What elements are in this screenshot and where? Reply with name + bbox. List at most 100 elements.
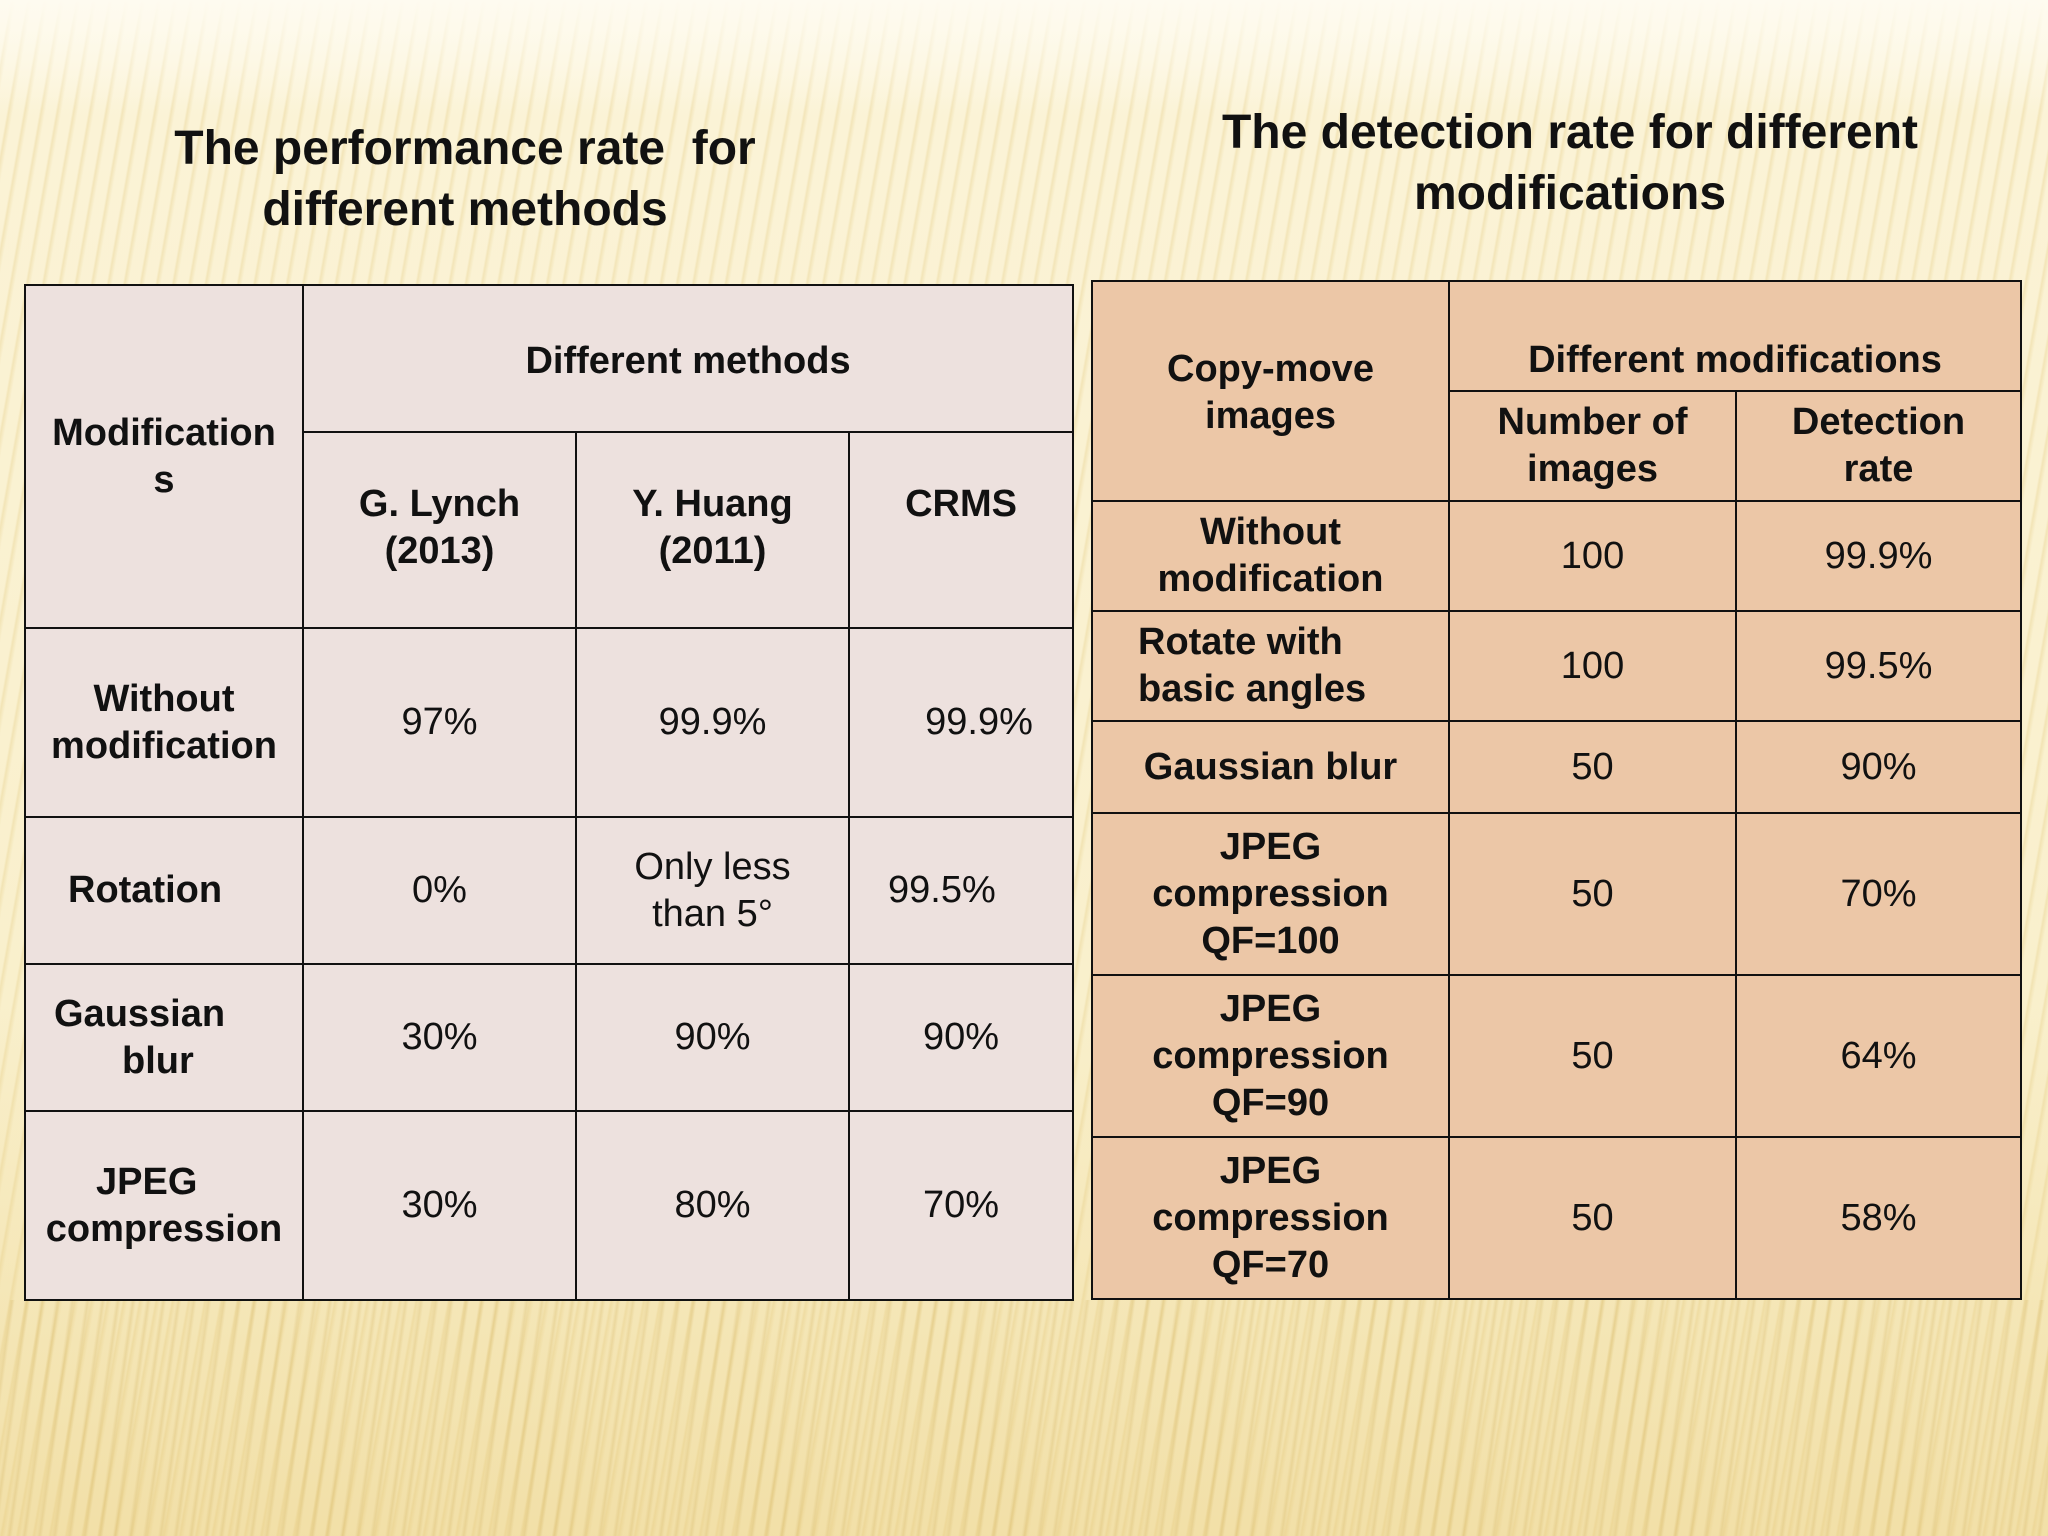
row-label: JPEG compression QF=90 [1091,974,1450,1138]
table-cell: 70% [847,1110,1075,1301]
table-cell: 58% [1735,1136,2022,1300]
table-cell: 100 [1448,610,1737,722]
header-modifications-line2: s [153,458,175,501]
cell-line2: than 5° [652,892,773,935]
table-cell: 64% [1735,974,2022,1138]
background-stripes [0,1300,2048,1536]
table-cell: 50 [1448,1136,1737,1300]
table-cell: 50 [1448,720,1737,814]
row-label-line3: QF=100 [1201,919,1340,962]
table-row: Without modification 97% 99.9% 99.9% [24,627,1075,818]
row-label: Rotate with basic angles [1091,610,1450,722]
table-row: JPEG compression QF=70 50 58% [1091,1136,2022,1300]
row-label-line1: JPEG [96,1160,198,1203]
row-label-line1: Rotate with [1138,621,1343,663]
table-cell: 99.9% [1735,500,2022,612]
table-header-row: G. Lynch (2013) Y. Huang (2011) CRMS [25,431,1075,629]
row-label: Gaussian blur [24,963,304,1112]
left-title-line2: different methods [262,183,668,236]
right-table-title: The detection rate for different modific… [1140,102,2000,224]
table-cell: 80% [575,1110,850,1301]
table-row: JPEG compression QF=90 50 64% [1091,974,2022,1138]
table-cell: 50 [1448,974,1737,1138]
method-name: G. Lynch [358,483,521,525]
table-cell: 99.9% [575,627,850,818]
table-cell: 90% [575,963,850,1112]
header-number-of-images: Number of images [1448,390,1737,502]
row-label-line2: modification [51,724,277,767]
header-copy-move-line1: Copy-move [1167,348,1374,390]
row-label-line2: compression [1152,872,1389,915]
row-label-line2: basic angles [1138,668,1367,710]
header-method: Y. Huang (2011) [575,431,850,629]
header-detection-line2: rate [1843,448,1914,490]
row-label-line1: JPEG [1219,825,1322,868]
row-label: JPEG compression [24,1110,304,1301]
method-name: CRMS [905,483,1017,525]
row-label: Rotation [24,816,304,965]
table-row: Gaussian blur 50 90% [1091,720,2022,814]
header-detection-rate: Detection rate [1735,390,2022,502]
table-cell: 90% [1735,720,2022,814]
row-label: JPEG compression QF=70 [1091,1136,1450,1300]
detection-rate-table: Copy-move images Different modifications… [1091,280,2022,1300]
header-number-line2: images [1527,448,1658,490]
row-label-line3: QF=90 [1211,1081,1330,1124]
table-cell: 0% [302,816,577,965]
row-label-line2: compression [45,1207,283,1250]
table-row: Rotation 0% Only less than 5° 99.5% [24,816,1075,965]
row-label: Without modification [1091,500,1450,612]
table-cell: 30% [302,1110,577,1301]
table-cell: 99.5% [1735,610,2022,722]
table-cell: 97% [302,627,577,818]
header-modifications: Modification s [24,284,304,629]
table-cell: 100 [1448,500,1737,612]
header-copy-move-images: Copy-move images [1091,280,1450,502]
performance-rate-table: Modification s Different methods G. Lync… [24,284,1075,1301]
row-label-line2: compression [1152,1034,1389,1077]
table-cell: Only less than 5° [575,816,850,965]
table-row: Rotate with basic angles 100 99.5% [1091,610,2022,722]
method-year: (2013) [384,530,495,572]
table-cell: 90% [847,963,1075,1112]
table-header-row: Modification s Different methods [24,284,1075,629]
row-label-line2: blur [122,1039,194,1082]
header-method: CRMS [847,431,1075,629]
right-title-line2: modifications [1413,167,1727,220]
header-number-line1: Number of [1497,401,1688,443]
header-group-label: Different modifications [1528,339,1942,381]
table-row: Without modification 100 99.9% [1091,500,2022,612]
right-title-line1: The detection rate for different [1221,106,1919,159]
header-different-modifications: Different modifications [1448,280,2022,392]
row-label: JPEG compression QF=100 [1091,812,1450,976]
row-label: Without modification [24,627,304,818]
method-year: (2011) [658,530,767,572]
header-different-methods: Different methods [301,284,1075,433]
cell-line1: Only less [634,845,791,888]
table-cell: 99.5% [847,816,1075,965]
header-method: G. Lynch (2013) [302,431,577,629]
table-header-row: Number of images Detection rate [1092,390,2022,502]
table-row: JPEG compression 30% 80% 70% [24,1110,1075,1301]
header-group-label: Different methods [525,340,851,382]
header-copy-move-line2: images [1205,395,1336,437]
row-label: Gaussian blur [1091,720,1450,814]
method-name: Y. Huang [632,483,793,525]
table-cell: 99.9% [847,627,1075,818]
left-title-line1: The performance rate for [174,122,756,175]
row-label-line2: compression [1152,1196,1389,1239]
background-top-band [0,0,2048,110]
row-label-line1: Without [93,677,235,720]
table-cell: 70% [1735,812,2022,976]
row-label-line1: JPEG [1219,1149,1322,1192]
row-label-line2: modification [1157,558,1384,600]
table-row: Gaussian blur 30% 90% 90% [24,963,1075,1112]
row-label-line3: QF=70 [1211,1243,1330,1286]
table-cell: 50 [1448,812,1737,976]
left-table-title: The performance rate for different metho… [90,118,840,240]
header-modifications-line1: Modification [52,411,276,454]
table-header-row: Copy-move images Different modifications [1091,280,2022,502]
table-row: JPEG compression QF=100 50 70% [1091,812,2022,976]
header-detection-line1: Detection [1791,401,1966,443]
row-label-line1: Gaussian [54,992,226,1035]
